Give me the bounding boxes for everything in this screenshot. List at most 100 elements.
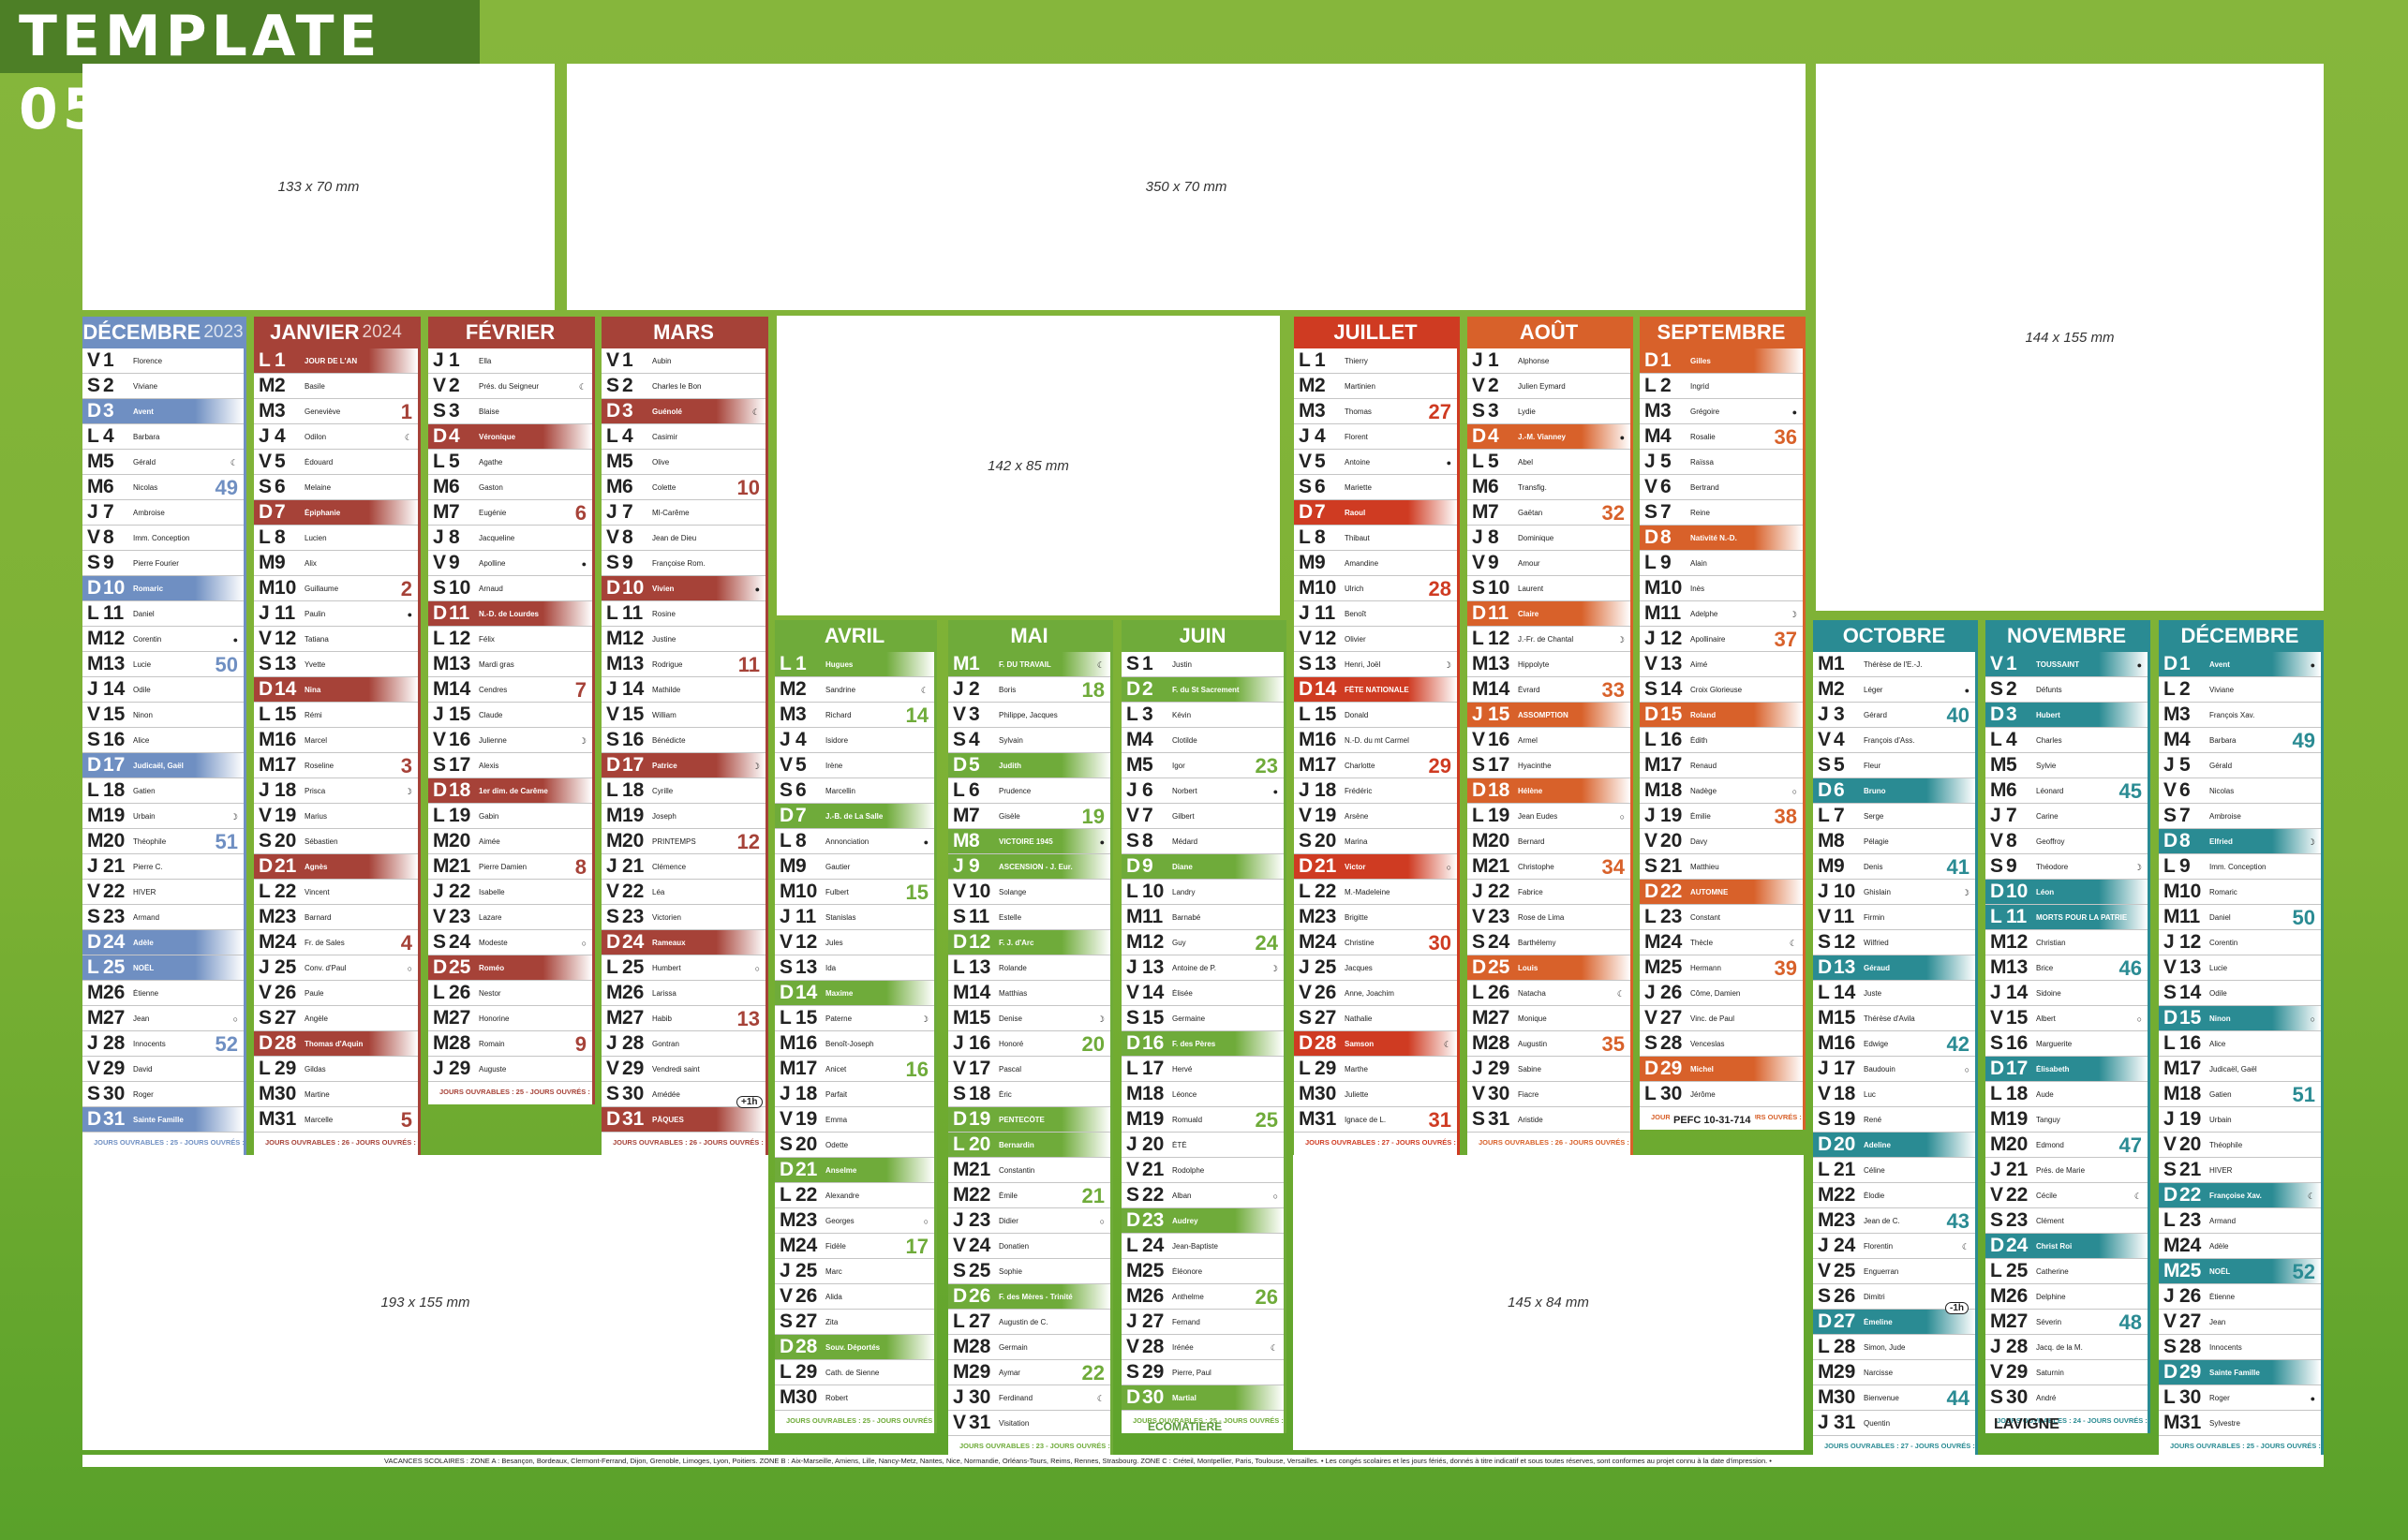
moon-phase-icon: ☽ (1270, 964, 1278, 973)
day-number: 16 (622, 729, 645, 750)
week-number: 43 (1946, 1209, 1970, 1233)
weekday-letter: M (2163, 1412, 2180, 1433)
day-row: S 30 André (1985, 1385, 2148, 1411)
saint-name: Prés. de Marie (2036, 1165, 2086, 1175)
moon-phase-icon: ● (407, 610, 412, 619)
day-row: S 31 Aristide (1467, 1107, 1630, 1133)
weekday-letter: D (87, 931, 102, 953)
week-number: 25 (1255, 1108, 1278, 1132)
day-row: V 26 Alida (775, 1284, 934, 1310)
weekday-letter: M (2163, 1260, 2180, 1281)
day-row: V 20 Théophile (2159, 1133, 2321, 1158)
day-row: S 24 Modeste ○ (428, 930, 592, 955)
saint-name: Avent (2209, 659, 2230, 669)
day-row: S 12 Wilfried (1813, 930, 1975, 955)
day-number: 11 (1315, 602, 1336, 624)
saint-name: Hugues (825, 659, 854, 669)
day-row: V 12 Jules (775, 930, 934, 955)
day-number: 17 (2179, 1058, 2202, 1079)
day-number: 13 (2006, 956, 2029, 978)
moon-phase-icon: ● (581, 559, 587, 569)
day-row: M 24 Christine 30 (1294, 930, 1457, 955)
day-number: 1 (1834, 653, 1845, 674)
weekday-letter: D (1126, 855, 1141, 877)
weekday-letter: J (953, 678, 964, 700)
day-number: 31 (1488, 1108, 1510, 1130)
moon-phase-icon: ● (1791, 407, 1797, 417)
day-row: V 5 Irène (775, 753, 934, 778)
weekday-letter: D (953, 931, 968, 953)
weekday-letter: M (2163, 1235, 2180, 1256)
month-header: AOÛT (1467, 317, 1630, 348)
saint-name: Sandrine (825, 685, 856, 694)
day-row: S 17 Hyacinthe (1467, 753, 1630, 778)
day-number: 4 (795, 729, 807, 750)
saint-name: Richard (825, 710, 852, 719)
weekday-letter: D (606, 400, 621, 422)
day-row: J 19 Urbain (2159, 1107, 2321, 1133)
day-row: J 21 Pierre C. (82, 854, 244, 880)
moon-phase-icon: ☾ (2133, 1192, 2142, 1201)
day-number: 16 (795, 1032, 818, 1054)
weekday-letter: V (953, 703, 967, 725)
saint-name: Jean-Baptiste (1172, 1241, 1218, 1251)
weekday-letter: S (1472, 400, 1486, 422)
day-row: L 30 Jérôme (1640, 1082, 1803, 1107)
saint-name: Thérèse de l'E.-J. (1864, 659, 1923, 669)
day-number: 10 (449, 577, 471, 599)
weekday-letter: L (259, 1058, 271, 1079)
weekday-letter: D (87, 400, 102, 422)
weekday-letter: M (953, 830, 970, 851)
saint-name: Jean (133, 1014, 150, 1023)
saint-name: Rameaux (652, 938, 686, 947)
saint-name: Nathalie (1345, 1014, 1373, 1023)
day-row: L 1 JOUR DE L'AN (254, 348, 418, 374)
day-row: J 29 Auguste (428, 1057, 592, 1082)
day-number: 22 (1834, 1184, 1856, 1206)
day-number: 29 (275, 1058, 297, 1079)
day-row: J 1 Ella (428, 348, 592, 374)
day-row: M 7 Gisèle 19 (948, 804, 1110, 829)
weekday-letter: L (1644, 552, 1657, 573)
day-number: 14 (1142, 982, 1165, 1003)
day-number: 13 (1660, 653, 1683, 674)
day-row: D 3 Avent (82, 399, 244, 424)
weekday-letter: J (1472, 349, 1483, 371)
saint-name: Julien Eymard (1518, 381, 1566, 391)
day-row: M 10 Inès (1640, 576, 1803, 601)
weekday-letter: V (433, 552, 447, 573)
weekday-letter: M (259, 931, 275, 953)
weekday-letter: L (1472, 982, 1484, 1003)
day-row: J 14 Mathilde (602, 677, 766, 703)
saint-name: Médard (1172, 837, 1198, 846)
day-row: L 25 Humbert ○ (602, 955, 766, 981)
day-row: M 9 Alix (254, 551, 418, 576)
day-number: 28 (1315, 1032, 1337, 1054)
day-row: S 13 Henri, Joël ☽ (1294, 652, 1457, 677)
weekday-letter: M (259, 754, 275, 776)
day-row: M 15 Denise ☽ (948, 1006, 1110, 1031)
day-number: 24 (2006, 1235, 2029, 1256)
saint-name: Martine (305, 1089, 330, 1099)
weekday-letter: J (259, 779, 270, 801)
saint-name: Daniel (2209, 912, 2231, 922)
day-number: 11 (1834, 906, 1855, 927)
weekday-letter: J (1644, 628, 1656, 649)
day-row: M 26 Larissa (602, 981, 766, 1006)
day-row: V 11 Firmin (1813, 905, 1975, 930)
weekday-letter: J (606, 501, 617, 523)
saint-name: Gérard (1864, 710, 1887, 719)
day-number: 17 (1660, 754, 1683, 776)
day-row: L 19 Gabin (428, 804, 592, 829)
day-number: 27 (449, 1007, 471, 1029)
day-row: L 11 Rosine (602, 601, 766, 627)
saint-name: Odile (2209, 988, 2227, 998)
weekday-letter: J (1990, 1159, 2001, 1180)
weekday-letter: L (1299, 349, 1311, 371)
day-number: 15 (1315, 703, 1337, 725)
saint-name: Marcel (305, 735, 328, 745)
weekday-letter: M (1299, 931, 1315, 953)
saint-name: Pierre C. (133, 862, 163, 871)
weekday-letter: V (953, 1058, 967, 1079)
day-number: 13 (275, 653, 297, 674)
